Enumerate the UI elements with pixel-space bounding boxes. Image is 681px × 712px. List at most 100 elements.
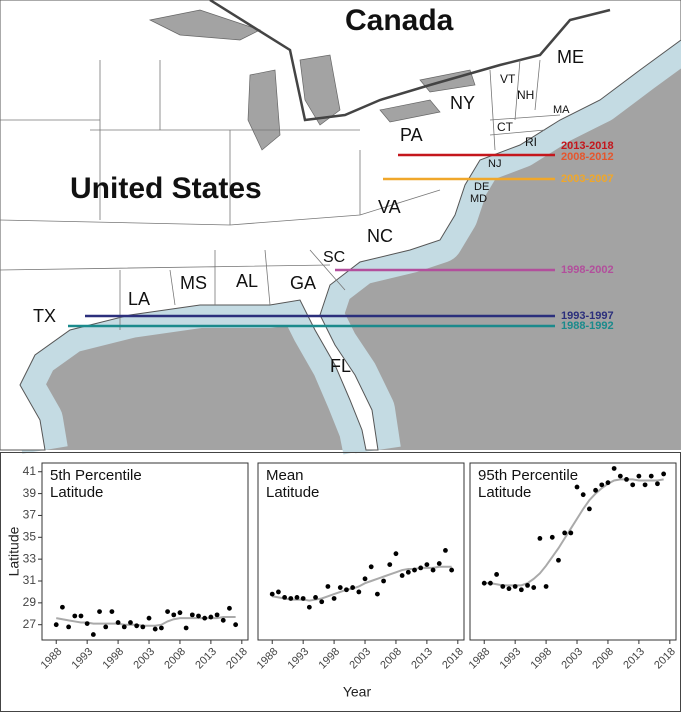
point	[393, 551, 399, 557]
map-label: FL	[330, 356, 351, 376]
point	[189, 612, 195, 618]
point	[605, 480, 611, 486]
point	[214, 612, 220, 618]
point	[531, 585, 537, 590]
border	[209, 0, 611, 122]
range-label: 2008-2012	[561, 151, 614, 163]
y-tick-label: 35	[23, 529, 37, 543]
point	[337, 585, 343, 590]
x-tick-label: 1998	[528, 646, 554, 672]
map-label: MS	[180, 273, 207, 293]
point	[140, 624, 146, 630]
map-label: AL	[236, 271, 258, 291]
land	[0, 0, 681, 451]
state-borders	[0, 59, 561, 330]
map-label: United States	[70, 172, 262, 205]
point	[134, 623, 140, 629]
point	[412, 567, 417, 573]
point	[269, 591, 275, 597]
point	[405, 569, 411, 575]
map-label: LA	[128, 289, 150, 309]
point	[177, 610, 183, 616]
point	[624, 476, 629, 482]
point	[350, 585, 356, 590]
map-label: PA	[400, 125, 423, 145]
y-tick-label: 27	[23, 617, 37, 631]
point	[183, 625, 189, 631]
point	[661, 471, 667, 477]
point	[288, 596, 294, 601]
x-tick-label: 2008	[590, 646, 616, 672]
point	[300, 596, 306, 601]
point	[171, 612, 177, 618]
range-label: 1998-2002	[561, 264, 614, 276]
point	[506, 586, 512, 592]
map-label: NY	[450, 93, 475, 113]
x-tick-label: 1988	[467, 646, 493, 672]
point	[53, 622, 59, 628]
point	[115, 620, 121, 625]
x-tick-label: 1993	[498, 646, 524, 672]
point	[381, 578, 386, 584]
point	[220, 617, 226, 623]
panel-title: Mean Latitude	[266, 467, 320, 501]
point	[103, 624, 109, 630]
point	[208, 614, 214, 620]
x-tick-label: 2003	[559, 646, 585, 672]
point	[66, 624, 72, 630]
map-label: MD	[470, 193, 487, 205]
point	[78, 613, 84, 619]
point	[430, 567, 436, 573]
point	[642, 482, 648, 488]
map-label: ME	[557, 47, 584, 67]
map	[0, 0, 681, 455]
x-tick-label: 1988	[255, 646, 281, 672]
plot-frame	[257, 462, 465, 641]
x-tick-label: 1988	[39, 646, 65, 672]
point	[165, 609, 170, 614]
y-axis-label: Latitude	[6, 526, 22, 576]
x-tick-label: 2013	[193, 646, 219, 672]
point	[282, 594, 288, 600]
map-label: NC	[367, 226, 393, 246]
x-tick-label: 2018	[652, 646, 678, 672]
range-label: 2003-2007	[561, 173, 614, 185]
point	[436, 561, 442, 566]
x-tick-label: 2008	[378, 646, 404, 672]
point	[512, 584, 518, 589]
point	[562, 530, 568, 536]
map-label: Canada	[345, 4, 454, 37]
x-tick-label: 2018	[224, 646, 250, 672]
point	[574, 484, 580, 490]
map-label: NJ	[488, 158, 501, 170]
point	[121, 624, 127, 630]
point	[500, 584, 506, 589]
point	[294, 594, 300, 600]
point	[313, 594, 318, 600]
x-tick-label: 2003	[347, 646, 373, 672]
point	[630, 482, 636, 488]
point	[90, 632, 96, 637]
point	[84, 621, 90, 627]
point	[319, 599, 325, 605]
y-tick-label: 39	[23, 486, 37, 500]
point	[128, 620, 133, 625]
point	[146, 615, 152, 621]
point	[599, 482, 605, 488]
point	[331, 596, 337, 601]
point	[636, 473, 642, 479]
x-tick-label: 2013	[409, 646, 435, 672]
point	[449, 567, 455, 573]
point	[556, 557, 561, 563]
range-label: 1988-1992	[561, 320, 614, 332]
map-label: GA	[290, 273, 316, 293]
point	[325, 584, 331, 589]
x-tick-label: 2003	[131, 646, 157, 672]
x-tick-label: 1993	[70, 646, 96, 672]
point	[568, 530, 574, 536]
